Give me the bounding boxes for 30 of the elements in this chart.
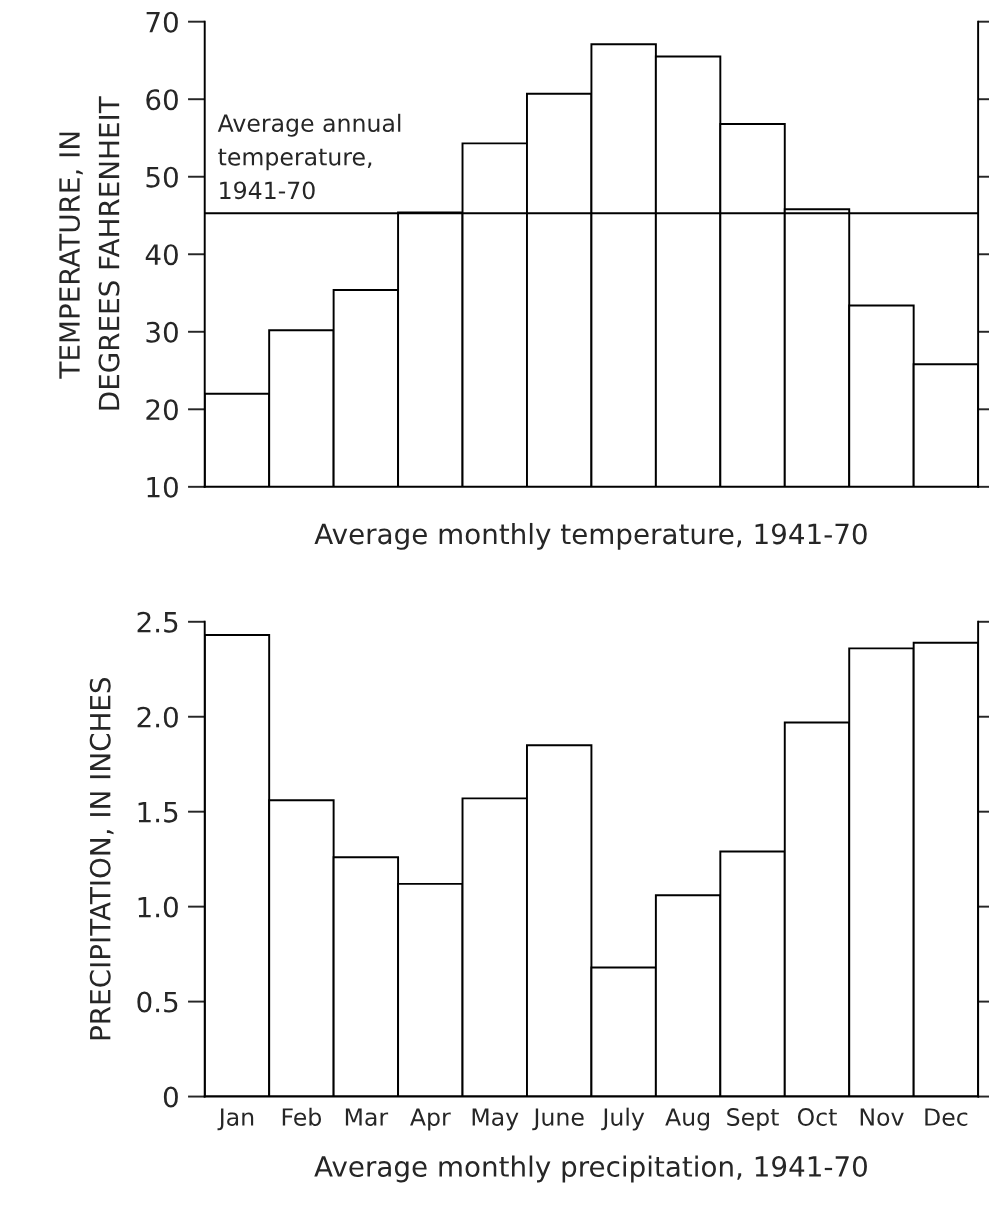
x-tick-label: Sept — [727, 1108, 779, 1131]
y-tick-label: 20 — [146, 399, 178, 421]
y-tick-label: 50 — [146, 166, 178, 188]
x-tick-label: Aug — [665, 1108, 709, 1131]
x-tick-label: May — [472, 1108, 519, 1131]
x-tick-label: July — [601, 1107, 645, 1131]
y-tick-label: 70 — [146, 11, 178, 33]
x-tick-label: June — [532, 1108, 584, 1131]
y-tick-label: 1.5 — [138, 801, 178, 823]
y-tick-label: 30 — [146, 321, 178, 343]
y-tick-label: 0 — [163, 1086, 178, 1108]
y-tick-label: 1.0 — [138, 896, 178, 918]
x-axis-title: Average monthly precipitation, 1941-70 — [314, 1155, 867, 1183]
y-axis-title: PRECIPITATION, IN INCHES — [89, 677, 114, 1040]
y-axis-title: TEMPERATURE, IN DEGREES FAHRENHEIT — [59, 96, 120, 410]
y-tick-label: 10 — [147, 476, 178, 498]
x-tick-label: Dec — [925, 1108, 968, 1126]
x-axis-title: Average monthly temperature, 1941-70 — [314, 522, 867, 550]
x-tick-label: Apr — [410, 1108, 451, 1131]
y-tick-label: 2.0 — [137, 706, 178, 728]
y-tick-label: 0.5 — [137, 991, 178, 1013]
ref-line-label: Average annual temperature, 1941-70 — [217, 113, 401, 200]
x-tick-label: Jan — [217, 1108, 254, 1131]
x-tick-label: Nov — [860, 1108, 904, 1126]
x-tick-label: Feb — [282, 1107, 322, 1126]
y-tick-label: 60 — [146, 89, 178, 111]
y-tick-label: 2.5 — [137, 611, 178, 633]
y-tick-label: 40 — [145, 244, 178, 266]
x-tick-label: Oct — [797, 1108, 837, 1126]
x-tick-label: Mar — [345, 1108, 389, 1126]
